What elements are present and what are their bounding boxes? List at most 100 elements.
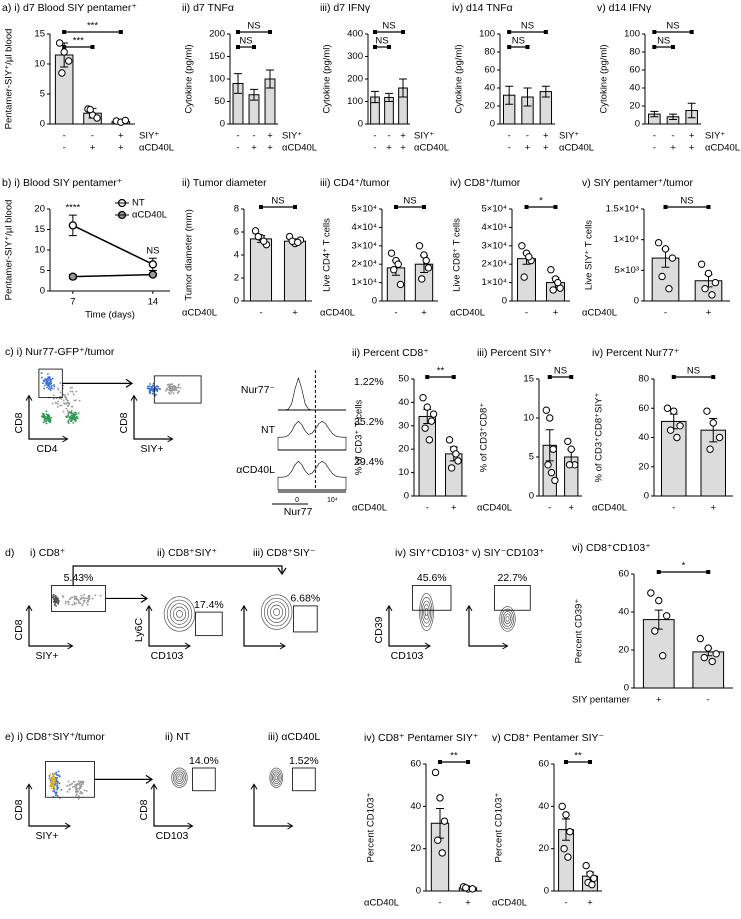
chart-title: iii) d7 IFNγ <box>320 2 371 14</box>
flow-x-label: CD4 <box>36 443 57 455</box>
data-point <box>549 445 557 453</box>
event-dot <box>73 411 76 414</box>
event-dot <box>71 390 74 393</box>
chart-title: v) SIY pentamer⁺/tumor <box>582 177 693 189</box>
contour <box>273 773 280 782</box>
bracket-end <box>373 30 377 34</box>
data-point <box>655 596 663 605</box>
series-line <box>72 273 153 278</box>
event-dot <box>52 790 54 792</box>
event-dot <box>73 416 76 419</box>
event-dot <box>59 391 62 394</box>
factor-name: αCD40L <box>282 143 317 154</box>
data-point <box>708 657 716 666</box>
event-dot <box>67 601 69 603</box>
event-dot <box>45 410 48 413</box>
y-tick-label: 40 <box>538 801 549 812</box>
significance-label: ** <box>450 751 458 762</box>
factor-level: - <box>671 131 674 142</box>
panel-title: ii) NT <box>165 731 191 743</box>
arrow-head <box>145 604 191 650</box>
y-tick-label: 200 <box>347 74 363 85</box>
event-dot <box>46 378 48 380</box>
bracket-end <box>373 45 377 49</box>
event-dot <box>80 781 83 784</box>
bracket-end <box>259 205 263 209</box>
ridge-label: Nur77⁻ <box>241 384 276 396</box>
y-tick-label: 80 <box>484 47 495 58</box>
event-dot <box>60 788 63 791</box>
flow-y-label: CD8 <box>13 799 25 820</box>
data-point <box>666 426 675 434</box>
event-dot <box>67 422 70 424</box>
event-dot <box>43 384 46 387</box>
data-point <box>422 256 430 265</box>
panel-title: ii) CD8⁺SIY⁺ <box>157 547 218 559</box>
y-tick-label: 10 <box>523 413 534 424</box>
event-dot <box>77 417 79 420</box>
event-dot <box>77 412 80 414</box>
ridge-percent: 29.4% <box>354 456 384 468</box>
data-point <box>704 269 713 278</box>
contour <box>171 767 188 788</box>
panel-letter: d) <box>5 547 14 559</box>
y-tick-label: 40 <box>410 801 421 812</box>
bracket-end <box>569 375 574 379</box>
data-point <box>673 433 681 442</box>
event-dot <box>80 785 83 788</box>
contour <box>260 594 293 630</box>
contour <box>263 597 290 627</box>
contour <box>163 596 196 632</box>
factor-level: - <box>236 143 239 154</box>
event-dot <box>81 604 84 607</box>
bracket-end <box>451 375 456 379</box>
panel-title: i) CD8⁺ <box>30 547 66 559</box>
significance-label: * <box>682 561 686 572</box>
event-dot <box>85 790 88 792</box>
ridge-label: αCD40L <box>236 464 275 476</box>
error-bar <box>266 69 274 89</box>
event-dot <box>47 379 50 382</box>
event-dot <box>78 399 81 402</box>
event-dot <box>78 783 80 786</box>
event-dot <box>57 770 60 773</box>
flow-x-label: SIY+ <box>140 443 163 455</box>
event-dot <box>82 781 85 784</box>
arrow-head <box>130 394 174 443</box>
panel-title: e) i) CD8⁺SIY⁺/tumor <box>5 731 105 743</box>
chart-title: v) CD8⁺ Pentamer SIY⁻ <box>492 732 604 744</box>
contour <box>499 606 516 632</box>
event-dot <box>55 774 58 776</box>
data-point <box>554 278 562 287</box>
factor-level: - <box>564 898 567 909</box>
event-dot <box>71 603 74 606</box>
factor-level: - <box>526 131 529 142</box>
event-dot <box>56 787 59 790</box>
event-dot <box>150 387 152 390</box>
event-dot <box>48 420 51 423</box>
event-dot <box>55 402 57 405</box>
event-dot <box>173 387 176 390</box>
event-dot <box>75 595 77 598</box>
event-dot <box>55 778 58 781</box>
gate-percent: 22.7% <box>497 572 527 584</box>
y-tick-label: 20 <box>34 204 45 215</box>
event-dot <box>52 775 54 778</box>
event-dot <box>48 776 51 779</box>
data-point <box>427 417 436 425</box>
y-tick-label: 300 <box>347 51 363 62</box>
event-dot <box>53 603 56 606</box>
bracket-end <box>663 205 668 209</box>
event-dot <box>155 388 158 390</box>
bar <box>283 240 307 302</box>
bracket-end <box>507 45 512 49</box>
flow-y-label: CD8 <box>13 412 25 433</box>
event-dot <box>62 399 65 402</box>
factor-name: αCD40L <box>559 143 594 154</box>
error-bar <box>669 113 677 120</box>
y-tick-label: 0 <box>624 683 629 694</box>
y-tick-label: 40 <box>629 83 640 94</box>
factor-level: - <box>373 131 376 142</box>
data-point <box>668 254 677 262</box>
event-dot <box>55 780 58 782</box>
